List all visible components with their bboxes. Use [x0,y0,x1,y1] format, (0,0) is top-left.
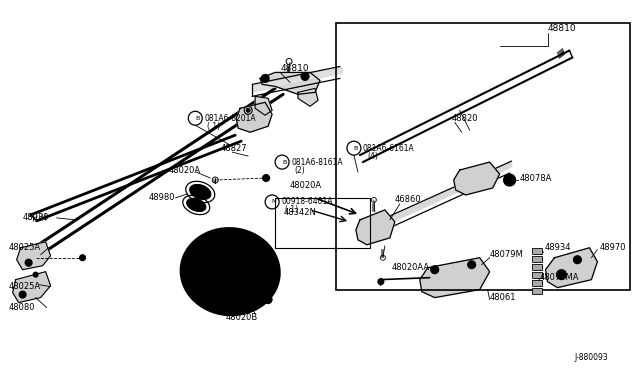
Circle shape [263,76,267,80]
Ellipse shape [187,198,206,212]
Bar [336,23,630,290]
Circle shape [248,241,256,249]
Text: 48934: 48934 [545,243,571,252]
Text: ( 1): ( 1) [207,122,220,131]
Polygon shape [17,242,51,270]
Circle shape [573,256,581,264]
Text: 48020A: 48020A [168,166,200,174]
Ellipse shape [195,188,206,196]
Text: 48061: 48061 [490,293,516,302]
Bar [532,272,541,278]
Text: 48020A: 48020A [290,180,322,189]
Text: B: B [282,160,286,164]
Text: (2): (2) [294,166,305,174]
Ellipse shape [192,239,268,305]
Circle shape [504,174,516,186]
Text: 48025A: 48025A [9,243,41,252]
Text: J-880093: J-880093 [575,353,608,362]
Polygon shape [454,162,500,195]
Ellipse shape [180,228,280,315]
Circle shape [303,74,307,78]
Bar [532,248,541,254]
Circle shape [79,255,86,261]
Circle shape [559,272,564,277]
Polygon shape [236,102,272,132]
Circle shape [266,298,270,302]
Bar [532,256,541,262]
Text: 48078A: 48078A [520,173,552,183]
Text: 48025A: 48025A [9,282,41,291]
Polygon shape [255,96,272,115]
Text: N: N [272,199,276,205]
Text: 081A6-6161A: 081A6-6161A [363,144,415,153]
Text: 00918-6401A: 00918-6401A [281,198,333,206]
Text: 081A6-8201A: 081A6-8201A [204,114,256,123]
Text: 48079M: 48079M [490,250,524,259]
Text: 081A6-8161A: 081A6-8161A [291,158,342,167]
Circle shape [468,261,476,269]
Text: 48980: 48980 [148,193,175,202]
Text: (4): (4) [367,152,378,161]
Ellipse shape [191,201,201,209]
Circle shape [242,298,250,305]
Circle shape [264,296,272,304]
Text: 48342N: 48342N [283,208,316,217]
Text: 48930: 48930 [22,214,49,222]
Polygon shape [420,258,490,298]
Circle shape [508,179,511,182]
Ellipse shape [189,185,211,199]
Ellipse shape [215,259,245,285]
Circle shape [246,108,250,112]
Circle shape [19,291,26,298]
Text: B: B [354,146,358,151]
Text: 48820: 48820 [452,114,478,123]
Text: 48020B: 48020B [225,313,257,322]
Text: 48020AA: 48020AA [392,263,430,272]
Text: 46860: 46860 [395,195,422,205]
Circle shape [261,74,269,82]
Polygon shape [298,89,318,106]
Polygon shape [260,73,320,94]
Bar [275,198,370,248]
Circle shape [431,266,439,274]
Circle shape [204,295,212,302]
Polygon shape [545,248,597,288]
Circle shape [557,270,566,280]
Circle shape [33,272,38,277]
Circle shape [25,259,32,266]
Bar [532,288,541,294]
Circle shape [506,177,513,183]
Circle shape [210,238,218,246]
Circle shape [188,265,196,273]
Text: 48810: 48810 [547,24,576,33]
Circle shape [301,73,309,80]
Text: B: B [195,116,200,121]
Text: 48079MA: 48079MA [540,273,579,282]
Text: 48970: 48970 [600,243,626,252]
Polygon shape [13,272,51,302]
Text: ( 1): ( 1) [285,205,298,214]
Text: 48810: 48810 [280,64,308,73]
Circle shape [378,279,384,285]
Polygon shape [356,210,395,245]
Circle shape [264,270,272,279]
Bar [532,264,541,270]
Text: 48827: 48827 [220,144,247,153]
Bar [532,280,541,286]
Circle shape [262,174,269,182]
Text: 48080: 48080 [9,303,35,312]
